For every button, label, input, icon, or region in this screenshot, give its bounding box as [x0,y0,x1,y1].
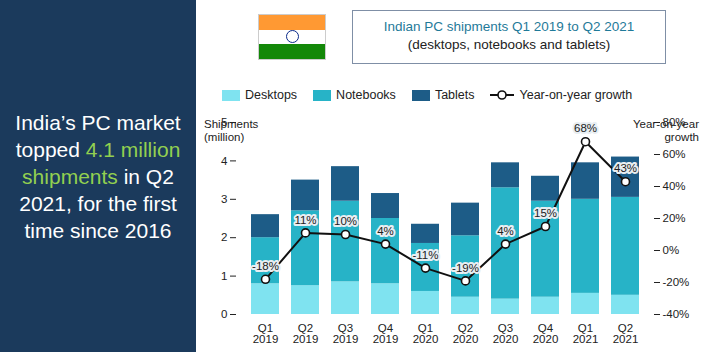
svg-text:20%: 20% [663,212,686,224]
svg-text:Q42019: Q42019 [373,322,399,346]
svg-text:-18%: -18% [252,260,279,272]
html-text:Indian PC shipments Q1 2019 to: Indian PC shipments Q1 2019 to Q2 2021 [383,19,635,34]
svg-text:10%: 10% [334,215,357,227]
svg-text:Q12020: Q12020 [413,322,439,346]
svg-text:0: 0 [221,308,227,320]
html-text:Shipments (million): Shipments (million) [204,118,259,143]
svg-text:Q32019: Q32019 [333,322,359,346]
svg-text:4: 4 [221,155,228,167]
svg-text:Q22020: Q22020 [453,322,479,346]
svg-text:2: 2 [221,231,227,243]
svg-text:0%: 0% [663,244,680,256]
svg-text:-40%: -40% [663,308,690,320]
html-text:Desktops: Desktops [245,88,298,102]
svg-text:60%: 60% [663,148,686,160]
html-text:(desktops, notebooks and table: (desktops, notebooks and tablets) [407,37,611,52]
svg-text:43%: 43% [614,162,637,174]
svg-text:40%: 40% [663,180,686,192]
svg-text:11%: 11% [294,214,316,226]
svg-text:Q42020: Q42020 [533,322,559,346]
svg-text:Q12019: Q12019 [253,322,279,346]
svg-text:Q22021: Q22021 [613,322,639,346]
svg-text:-20%: -20% [663,276,690,288]
html-text:Notebooks: Notebooks [336,88,396,102]
svg-text:-19%: -19% [452,262,479,274]
svg-text:1: 1 [221,270,227,282]
svg-text:3: 3 [221,193,227,205]
svg-text:Q22019: Q22019 [293,322,319,346]
svg-text:4%: 4% [377,225,394,237]
html-text:Year-on-year growth: Year-on-year growth [519,88,633,102]
svg-text:68%: 68% [574,122,597,134]
html-text:Year-on-year growth: Year-on-year growth [632,118,699,143]
svg-text:4%: 4% [497,225,514,237]
svg-text:Q12021: Q12021 [573,322,599,346]
svg-text:-11%: -11% [413,249,439,261]
html-text:Tablets: Tablets [434,88,475,102]
svg-text:Q32020: Q32020 [493,322,519,346]
html-text:India’s PC market topped 4.1 m: India’s PC market topped 4.1 million shi… [15,110,181,242]
svg-text:15%: 15% [534,207,557,219]
